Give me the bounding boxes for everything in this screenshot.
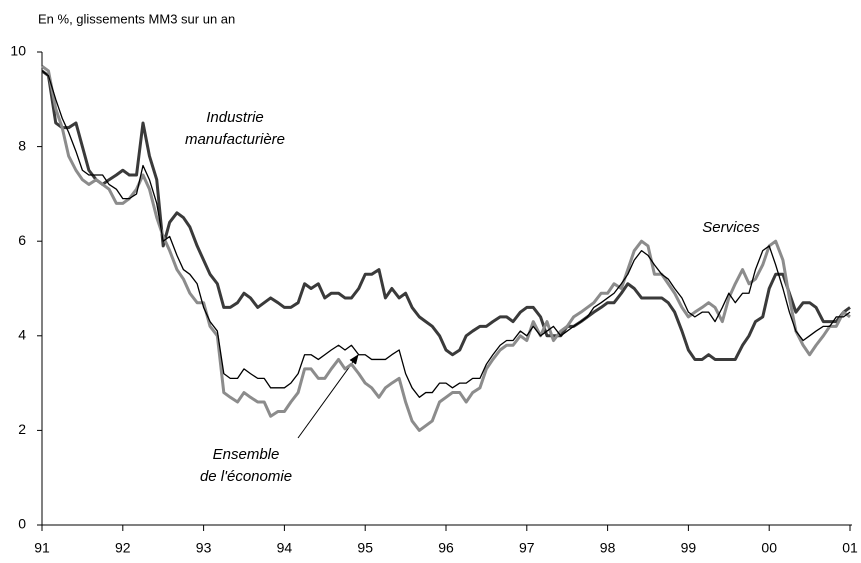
y-tick-label: 6 [18, 232, 26, 248]
x-tick-label: 94 [277, 540, 293, 556]
series-line [41, 69, 851, 361]
annotation: Industrie [206, 109, 264, 126]
annotation: de l'économie [200, 468, 292, 485]
x-tick-label: 91 [34, 540, 50, 556]
x-tick-label: 01 [842, 540, 858, 556]
y-tick-label: 0 [18, 516, 26, 532]
x-tick-label: 00 [761, 540, 777, 556]
annotation: manufacturière [185, 131, 285, 148]
x-tick-label: 92 [115, 540, 131, 556]
annotation: Ensemble [213, 446, 280, 463]
series-line [41, 64, 851, 432]
series-line [41, 70, 851, 398]
x-tick-label: 97 [519, 540, 535, 556]
x-tick-label: 99 [681, 540, 697, 556]
annotation-arrow [297, 354, 359, 439]
x-tick-label: 93 [196, 540, 212, 556]
x-tick-label: 95 [357, 540, 373, 556]
y-tick-label: 10 [10, 43, 26, 59]
x-tick-label: 96 [438, 540, 454, 556]
y-tick-label: 4 [18, 327, 26, 343]
x-tick-label: 98 [600, 540, 616, 556]
chart-subtitle: En %, glissements MM3 sur un an [38, 11, 235, 26]
y-tick-label: 8 [18, 137, 26, 153]
annotation: Services [702, 219, 760, 236]
y-tick-label: 2 [18, 421, 26, 437]
